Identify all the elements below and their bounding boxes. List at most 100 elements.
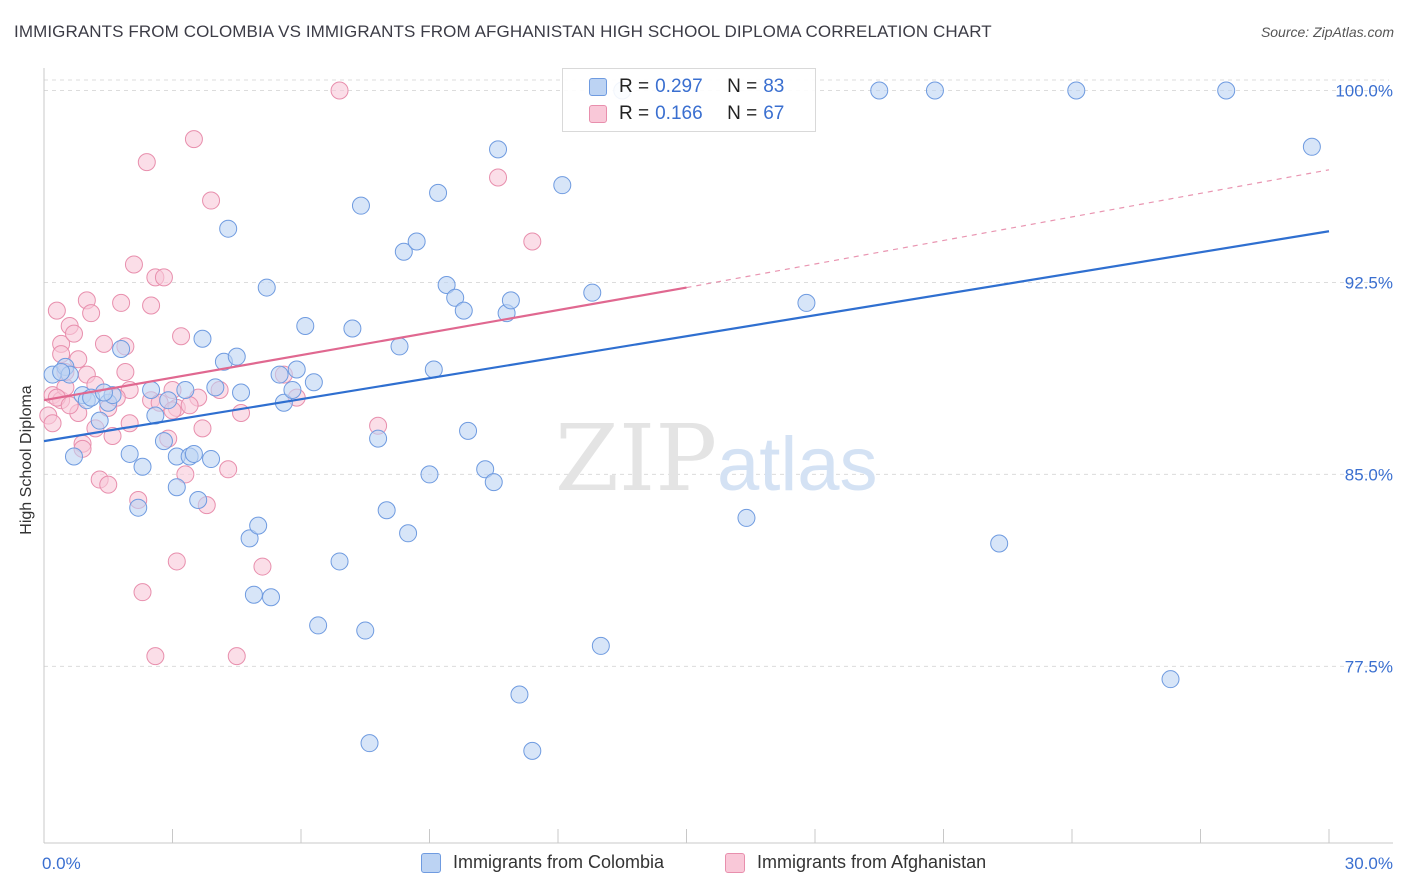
point-afghanistan xyxy=(176,465,195,484)
point-colombia xyxy=(501,291,520,310)
point-colombia xyxy=(219,219,238,238)
point-colombia xyxy=(870,81,889,100)
point-colombia xyxy=(90,411,109,430)
point-afghanistan xyxy=(124,255,143,274)
point-colombia xyxy=(120,444,139,463)
point-colombia xyxy=(737,508,756,527)
point-colombia xyxy=(154,432,173,451)
legend-n-value: 67 xyxy=(763,103,785,124)
y-tick-label: 92.5% xyxy=(1345,273,1393,292)
source-label: Source: ZipAtlas.com xyxy=(1260,24,1394,40)
point-colombia xyxy=(227,347,246,366)
point-colombia xyxy=(356,621,375,640)
point-colombia xyxy=(484,473,503,492)
legend-r-label: R = xyxy=(619,103,650,124)
point-afghanistan xyxy=(489,168,508,187)
legend-n-value: 83 xyxy=(763,76,785,97)
grid-lines xyxy=(44,79,1389,667)
point-colombia xyxy=(112,339,131,358)
point-afghanistan xyxy=(330,81,349,100)
point-colombia xyxy=(399,524,418,543)
point-colombia xyxy=(287,360,306,379)
point-afghanistan xyxy=(167,552,186,571)
legend-r-label: R = xyxy=(619,76,650,97)
trend-lines xyxy=(43,169,1330,443)
point-colombia xyxy=(232,383,251,402)
point-afghanistan xyxy=(82,304,101,323)
point-colombia xyxy=(249,516,268,535)
legend-swatch-colombia xyxy=(589,78,607,96)
point-colombia xyxy=(343,319,362,338)
point-colombia xyxy=(553,176,572,195)
legend-n-label: N = xyxy=(727,76,758,97)
trend-line-afghanistan xyxy=(43,286,687,402)
point-colombia xyxy=(257,278,276,297)
point-colombia xyxy=(925,81,944,100)
point-colombia xyxy=(990,534,1009,553)
point-colombia xyxy=(159,391,178,410)
point-afghanistan xyxy=(60,396,79,415)
point-afghanistan xyxy=(133,583,152,602)
point-afghanistan xyxy=(523,232,542,251)
point-colombia xyxy=(1067,81,1086,100)
point-afghanistan xyxy=(142,296,161,315)
point-colombia xyxy=(64,447,83,466)
point-colombia xyxy=(206,378,225,397)
point-colombia xyxy=(244,585,263,604)
point-afghanistan xyxy=(116,363,135,382)
point-colombia xyxy=(591,636,610,655)
point-afghanistan xyxy=(146,647,165,666)
point-colombia xyxy=(429,183,448,202)
trend-line-afghanistan-extension xyxy=(686,169,1330,289)
legend-label-colombia: Immigrants from Colombia xyxy=(453,852,665,872)
point-colombia xyxy=(510,685,529,704)
point-colombia xyxy=(304,373,323,392)
point-colombia xyxy=(184,444,203,463)
point-colombia xyxy=(189,491,208,510)
point-colombia xyxy=(193,329,212,348)
point-afghanistan xyxy=(112,293,131,312)
point-afghanistan xyxy=(103,427,122,446)
chart-title: IMMIGRANTS FROM COLOMBIA VS IMMIGRANTS F… xyxy=(14,22,992,41)
point-afghanistan xyxy=(47,301,66,320)
point-colombia xyxy=(1161,670,1180,689)
point-colombia xyxy=(296,316,315,335)
point-colombia xyxy=(420,465,439,484)
point-colombia xyxy=(309,616,328,635)
point-colombia xyxy=(240,529,259,548)
point-colombia xyxy=(167,478,186,497)
legend-row-afghanistan: R = 0.166 N = 67 xyxy=(589,102,784,126)
legend-item-colombia: Immigrants from Colombia xyxy=(421,852,664,873)
point-colombia xyxy=(446,288,465,307)
watermark-zip: ZIP xyxy=(555,405,717,512)
point-colombia xyxy=(476,460,495,479)
point-colombia xyxy=(176,380,195,399)
legend-row-colombia: R = 0.297 N = 83 xyxy=(589,75,784,99)
series-colombia-points xyxy=(43,81,1321,760)
y-tick-label: 85.0% xyxy=(1345,465,1393,484)
point-colombia xyxy=(1217,81,1236,100)
point-colombia xyxy=(369,429,388,448)
point-afghanistan xyxy=(137,153,156,172)
point-colombia xyxy=(94,383,113,402)
point-afghanistan xyxy=(193,419,212,438)
point-colombia xyxy=(262,588,281,607)
x-tick-label: 0.0% xyxy=(42,854,81,873)
trend-line-colombia xyxy=(43,230,1330,443)
point-afghanistan xyxy=(180,396,199,415)
point-afghanistan xyxy=(227,647,246,666)
legend-swatch-afghanistan xyxy=(725,852,745,873)
x-tick-label: 30.0% xyxy=(1345,854,1393,873)
point-colombia xyxy=(330,552,349,571)
point-colombia xyxy=(377,501,396,520)
point-colombia xyxy=(283,380,302,399)
point-colombia xyxy=(583,283,602,302)
point-afghanistan xyxy=(172,327,191,346)
point-afghanistan xyxy=(99,475,118,494)
legend-n-label: N = xyxy=(727,103,758,124)
watermark: ZIP atlas xyxy=(555,405,878,512)
point-colombia xyxy=(523,741,542,760)
point-afghanistan xyxy=(94,334,113,353)
axes xyxy=(43,68,1393,844)
